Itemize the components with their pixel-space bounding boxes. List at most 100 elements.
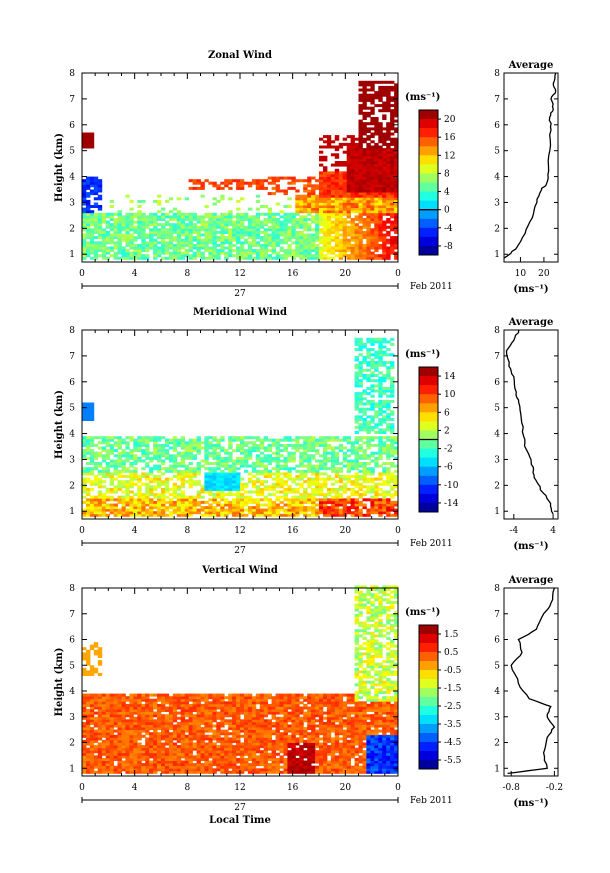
- heatmap-cell: [240, 197, 245, 201]
- heatmap-cell: [145, 487, 150, 491]
- heatmap-cell: [192, 236, 197, 240]
- heatmap-cell: [303, 238, 308, 242]
- heatmap-cell: [117, 472, 122, 476]
- heatmap-cell: [93, 765, 99, 769]
- heatmap-cell: [121, 716, 126, 720]
- heatmap-cell: [263, 436, 268, 440]
- heatmap-cell: [370, 117, 375, 120]
- heatmap-cell: [358, 109, 363, 113]
- heatmap-cell: [255, 233, 261, 237]
- heatmap-cell: [319, 493, 324, 497]
- heatmap-cell: [137, 199, 142, 203]
- heatmap-cell: [394, 93, 399, 97]
- heatmap-cell: [93, 498, 99, 502]
- heatmap-cell: [323, 482, 328, 486]
- heatmap-cell: [176, 236, 182, 240]
- heatmap-cell: [188, 256, 193, 260]
- heatmap-cell: [354, 490, 359, 494]
- heatmap-cell: [232, 467, 237, 471]
- heatmap-cell: [382, 142, 387, 146]
- heatmap-cell: [366, 251, 371, 255]
- heatmap-cell: [180, 223, 186, 227]
- heatmap-cell: [251, 511, 257, 515]
- heatmap-cell: [366, 241, 371, 245]
- heatmap-cell: [82, 241, 87, 245]
- heatmap-cell: [200, 225, 205, 229]
- heatmap-cell: [334, 148, 340, 152]
- heatmap-cell: [161, 513, 166, 517]
- heatmap-cell: [82, 402, 87, 406]
- heatmap-cell: [382, 148, 387, 152]
- heatmap-cell: [299, 500, 304, 504]
- heatmap-cell: [157, 228, 162, 232]
- heatmap-cell: [319, 181, 324, 185]
- heatmap-cell: [311, 493, 316, 497]
- heatmap-cell: [326, 215, 332, 219]
- heatmap-cell: [283, 251, 288, 255]
- heatmap-cell: [370, 425, 375, 429]
- heatmap-cell: [232, 498, 237, 502]
- heatmap-cell: [172, 446, 178, 450]
- heatmap-cell: [192, 181, 197, 185]
- heatmap-cell: [374, 122, 379, 126]
- heatmap-cell: [228, 506, 233, 510]
- heatmap-cell: [113, 490, 118, 494]
- heatmap-cell: [86, 215, 91, 219]
- heatmap-cell: [390, 205, 395, 208]
- heatmap-cell: [101, 441, 107, 445]
- heatmap-cell: [161, 467, 166, 471]
- heatmap-cell: [141, 503, 146, 507]
- heatmap-cell: [279, 438, 284, 442]
- colorbar-swatch: [419, 385, 438, 395]
- heatmap-cell: [137, 212, 142, 216]
- heatmap-cell: [350, 246, 355, 250]
- heatmap-cell: [394, 119, 399, 123]
- heatmap-cell: [133, 734, 138, 738]
- heatmap-cell: [319, 436, 324, 440]
- heatmap-cell: [370, 498, 375, 502]
- heatmap-cell: [89, 696, 95, 700]
- heatmap-cell: [315, 490, 320, 494]
- heatmap-cell: [89, 739, 95, 743]
- heatmap-cell: [113, 246, 118, 250]
- heatmap-cell: [153, 503, 158, 507]
- heatmap-cell: [259, 498, 265, 502]
- heatmap-cell: [307, 249, 312, 253]
- heatmap-cell: [153, 238, 158, 242]
- heatmap-cell: [86, 768, 91, 772]
- heatmap-cell: [323, 184, 328, 188]
- heatmap-cell: [311, 449, 316, 453]
- heatmap-cell: [121, 721, 126, 725]
- heatmap-cell: [168, 464, 174, 468]
- heatmap-cell: [362, 451, 367, 455]
- heatmap-cell: [374, 241, 379, 245]
- heatmap-cell: [378, 342, 383, 346]
- heatmap-cell: [137, 205, 142, 208]
- heatmap-cell: [315, 477, 320, 481]
- heatmap-cell: [342, 161, 348, 164]
- x-tick-label: 12: [234, 526, 245, 536]
- heatmap-cell: [244, 482, 249, 486]
- heatmap-cell: [366, 122, 371, 126]
- heatmap-cell: [334, 493, 340, 497]
- heatmap-cell: [82, 179, 87, 183]
- heatmap-cell: [386, 371, 391, 375]
- heatmap-cell: [125, 711, 130, 715]
- heatmap-cell: [378, 431, 383, 434]
- heatmap-cell: [232, 485, 237, 489]
- colorbar-swatch: [419, 448, 438, 459]
- heatmap-cell: [172, 256, 178, 260]
- heatmap-cell: [228, 500, 233, 504]
- heatmap-cell: [319, 236, 324, 240]
- heatmap-cell: [338, 249, 344, 253]
- heatmap-cell: [358, 249, 363, 253]
- heatmap-cell: [137, 251, 142, 255]
- heatmap-cell: [208, 233, 213, 237]
- heatmap-cell: [164, 506, 170, 510]
- heatmap-cell: [176, 487, 182, 491]
- heatmap-cell: [259, 256, 265, 260]
- heatmap-cell: [358, 454, 363, 458]
- heatmap-cell: [295, 251, 300, 255]
